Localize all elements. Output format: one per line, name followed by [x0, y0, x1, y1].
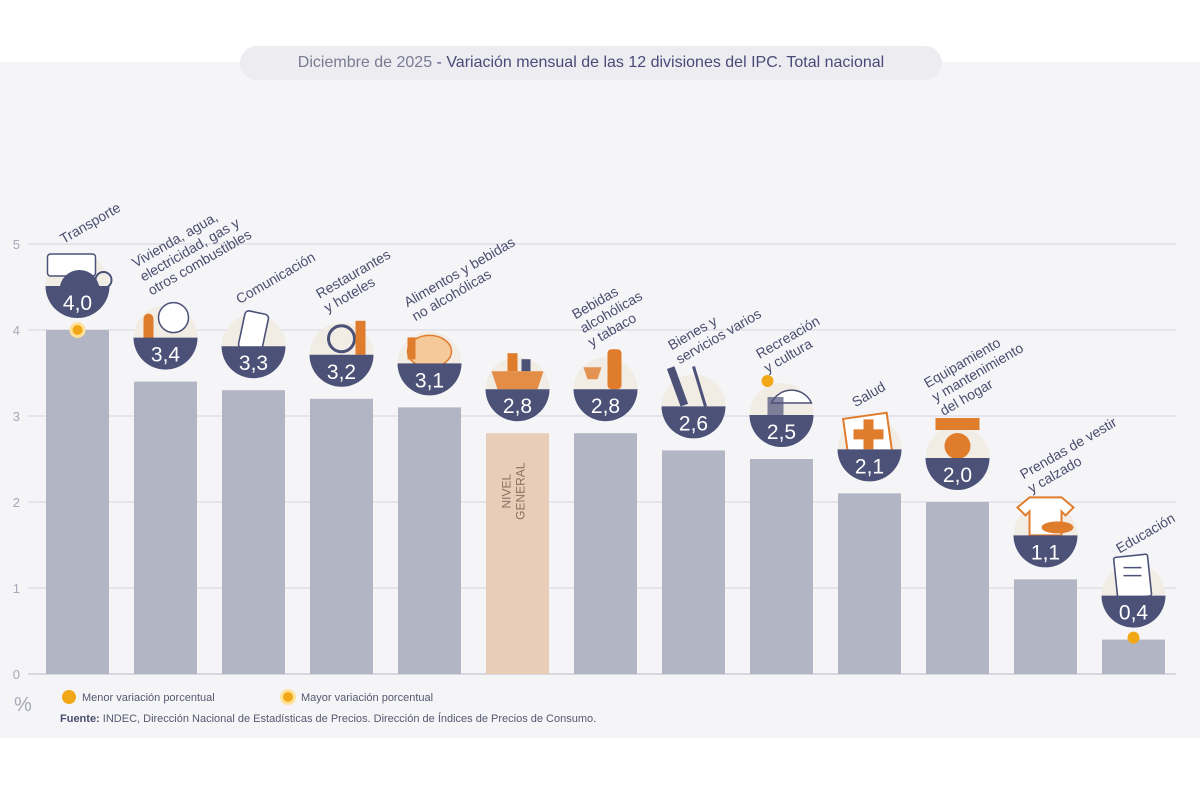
title-separator: -	[432, 54, 447, 71]
bar	[574, 433, 637, 674]
value-badge	[133, 337, 198, 370]
bar	[310, 398, 373, 674]
bar	[398, 407, 461, 674]
y-tick-label: 3	[13, 409, 20, 424]
category-label: Vivienda, agua,electricidad, gas yotros …	[129, 198, 254, 298]
y-tick-label: 1	[13, 581, 20, 596]
category-label: Recreacióny cultura	[753, 312, 830, 375]
value-badge	[925, 458, 990, 490]
y-tick-label: 5	[13, 237, 20, 252]
legend-marker-max-dot	[283, 692, 293, 702]
bar	[750, 459, 813, 674]
category-label: Alimentos y bebidasno alcohólicas	[401, 234, 526, 324]
category-label: Bebidasalcohólicasy tabaco	[569, 274, 653, 350]
y-unit-label: %	[14, 694, 32, 716]
value-badge	[573, 389, 638, 422]
data-label: 3,2	[327, 361, 356, 384]
category-label: Comunicación	[233, 249, 318, 307]
value-badge	[661, 406, 726, 439]
bar	[1014, 579, 1077, 674]
legend-marker-min	[62, 690, 76, 704]
category-label: Salud	[849, 378, 888, 410]
legend-label: Menor variación porcentual	[82, 692, 215, 704]
bar	[926, 502, 989, 674]
bar	[1102, 639, 1165, 674]
value-badge	[1101, 595, 1166, 628]
category-label: Restaurantesy hoteles	[313, 246, 401, 315]
value-badge	[749, 415, 814, 447]
category-label: Equipamientoy mantenimientodel hogar	[921, 326, 1034, 419]
category-label: Bienes yservicios varios	[665, 291, 764, 367]
y-tick-label: 4	[13, 323, 20, 338]
bar	[662, 450, 725, 674]
value-badge	[45, 286, 110, 318]
data-label: 4,0	[63, 292, 92, 315]
category-label: Transporte	[57, 199, 123, 247]
bar-overlay-label: GENERAL	[514, 462, 528, 520]
data-label: 2,8	[503, 395, 532, 418]
bar	[838, 493, 901, 674]
max-marker-dot	[72, 325, 83, 335]
value-badge	[221, 346, 286, 379]
category-label: Educación	[1113, 510, 1178, 557]
value-badge	[1013, 535, 1078, 568]
value-badge	[309, 354, 374, 387]
data-label: 2,1	[855, 455, 884, 478]
data-label: 0,4	[1119, 602, 1149, 625]
data-label: 3,3	[239, 352, 268, 375]
chart-title: Diciembre de 2025 - Variación mensual de…	[240, 46, 942, 80]
value-badge	[485, 389, 550, 422]
data-label: 2,0	[943, 464, 972, 487]
data-label: 2,8	[591, 395, 620, 418]
value-badge	[837, 449, 902, 482]
data-label: 1,1	[1031, 541, 1060, 564]
source-note: Fuente: INDEC, Dirección Nacional de Est…	[60, 712, 596, 725]
legend-label: Mayor variación porcentual	[301, 692, 433, 704]
data-label: 2,6	[679, 412, 708, 435]
bar-overlay-label: NIVEL	[500, 474, 514, 509]
category-label: Prendas de vestiry calzado	[1017, 414, 1128, 496]
data-label: 3,1	[415, 369, 444, 392]
title-text: Variación mensual de las 12 divisiones d…	[446, 54, 885, 71]
data-label: 3,4	[151, 344, 181, 367]
bar	[134, 381, 197, 674]
bar	[46, 330, 109, 674]
value-badge	[397, 363, 462, 396]
bar	[486, 433, 549, 674]
bar	[222, 390, 285, 674]
y-tick-label: 0	[13, 667, 20, 682]
bottom-strip	[0, 756, 1200, 800]
min-marker	[1127, 631, 1140, 644]
title-date: Diciembre de 2025	[297, 54, 433, 71]
data-label: 2,5	[767, 421, 796, 444]
y-tick-label: 2	[13, 495, 20, 510]
